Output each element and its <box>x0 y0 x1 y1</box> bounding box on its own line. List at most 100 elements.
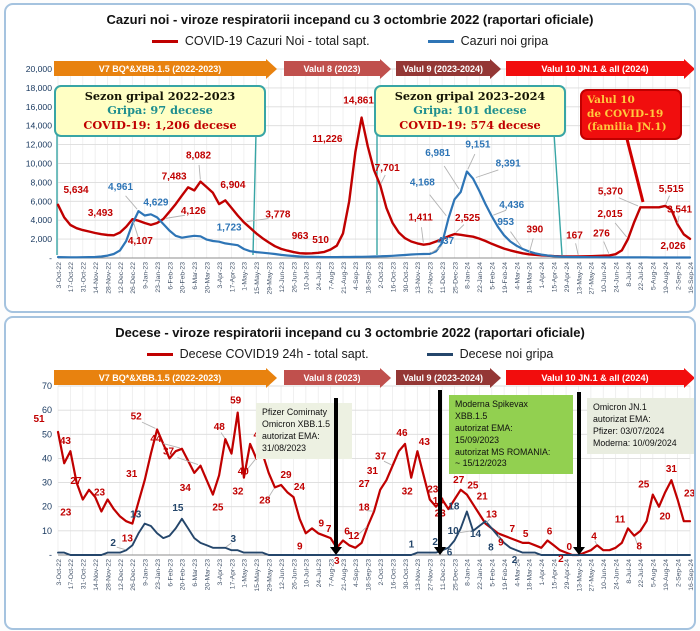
x-tick-label: 13-Nov-23 <box>415 262 422 294</box>
data-point-label: 510 <box>312 235 329 246</box>
x-tick-label: 28-Nov-22 <box>105 559 112 591</box>
data-point-label: 0 <box>566 542 572 553</box>
data-point-label: 9 <box>498 537 504 548</box>
data-point-label: 18 <box>358 503 370 514</box>
data-point-label: 15 <box>172 503 184 514</box>
data-point-label: 11,226 <box>312 134 342 145</box>
y-tick-label: 10,000 <box>26 159 53 169</box>
wave-arrow-valul10-deaths-label: Valul 10 JN.1 & all (2024) <box>541 372 649 383</box>
data-point-label: 40 <box>238 466 250 477</box>
data-point-label: 3 <box>334 556 340 567</box>
moderna-line3: autorizat EMA: <box>455 422 513 433</box>
x-tick-label: 5-Aug-24 <box>651 262 658 290</box>
x-tick-label: 7-Aug-23 <box>328 262 335 290</box>
data-point-label: 48 <box>214 422 226 433</box>
deaths-plot: 3-Oct-22 17-Oct-22 31-Oct-22 14-Nov-22 28-No… <box>33 381 694 592</box>
callout-2023-flu-deaths: Gripa: 101 decese <box>413 103 527 118</box>
callout-season-2022-2023: Sezon gripal 2022-2023 Gripa: 97 decese … <box>54 85 266 138</box>
callout-2022-covid-deaths: COVID-19: 1,206 decese <box>83 117 237 132</box>
wave-arrow-v7-deaths-label: V7 BQ*&XBB.1.5 (2022-2023) <box>98 372 222 383</box>
data-point-label: 4,126 <box>181 206 206 217</box>
legend-item-flu-deaths: Decese noi gripa <box>426 347 554 361</box>
jn1-line1: Omicron JN.1 <box>593 402 647 412</box>
x-tick-label: 27-Nov-23 <box>428 559 435 591</box>
x-tick-label: 15-May-23 <box>254 559 261 592</box>
data-point-label: 8 <box>488 543 494 554</box>
data-point-label: 25 <box>212 503 224 514</box>
data-point-label: 23 <box>94 487 106 498</box>
data-point-label: 2,026 <box>660 241 685 252</box>
data-point-label: 5 <box>523 529 529 540</box>
x-tick-label: 3-Apr-23 <box>217 262 224 289</box>
data-point-label: 10 <box>448 526 460 537</box>
x-tick-label: 19-Aug-24 <box>663 262 670 294</box>
data-point-label: 1,411 <box>408 213 433 224</box>
legend-item-flu: Cazuri noi gripa <box>427 34 549 48</box>
x-tick-label: 8-Jan-24 <box>465 559 472 586</box>
data-point-label: 11 <box>615 514 626 525</box>
x-tick-label: 12-Jun-23 <box>279 262 286 293</box>
pfizer-line4: 31/08/2023 <box>262 442 307 453</box>
flu-deaths-legend-label: Decese noi gripa <box>459 347 554 361</box>
x-tick-label: 7-Aug-23 <box>328 559 335 587</box>
deaths-title: Decese - viroze respiratorii incepand cu… <box>115 325 585 340</box>
callout-season-2023-2024: Sezon gripal 2023-2024 Gripa: 101 decese… <box>374 85 566 138</box>
legend-item-covid: COVID-19 Cazuri Noi - total sapt. <box>151 34 370 48</box>
x-tick-label: 22-Jul-24 <box>638 559 645 588</box>
x-tick-label: 6-Mar-23 <box>192 559 199 587</box>
x-tick-label: 1-Apr-24 <box>539 262 546 289</box>
x-tick-label: 19-Feb-24 <box>502 559 509 591</box>
x-tick-label: 4-Mar-24 <box>514 262 521 290</box>
data-point-label: 953 <box>497 217 514 228</box>
data-point-label: 1,723 <box>217 223 242 234</box>
data-point-label: 59 <box>230 396 242 407</box>
x-tick-label: 25-Dec-23 <box>452 262 459 294</box>
valul10-line3: (familia JN.1) <box>587 121 667 134</box>
x-tick-label: 8-Jan-24 <box>465 262 472 289</box>
y-tick-label: 4,000 <box>30 215 52 225</box>
moderna-line5: autorizat MS ROMANIA: <box>455 446 551 457</box>
jn1-line4: Moderna: 10/09/2024 <box>593 437 677 448</box>
x-tick-label: 21-Aug-23 <box>341 559 348 591</box>
annotation-moderna-xbb: Moderna Spikevax XBB.1.5 autorizat EMA: … <box>449 395 573 475</box>
x-tick-label: 13-May-24 <box>576 262 583 295</box>
y-tick-label: 20 <box>42 502 52 512</box>
y-tick-label: 10 <box>42 526 52 536</box>
data-point-label: 7,701 <box>375 163 400 174</box>
data-point-label: 18 <box>448 502 460 513</box>
x-tick-label: 13-May-24 <box>576 559 583 592</box>
y-tick-label: 60 <box>42 405 52 415</box>
data-point-label: 23 <box>60 507 72 518</box>
data-point-label: 4,107 <box>128 236 153 247</box>
data-point-label: 2,525 <box>455 213 480 224</box>
x-tick-label: 30-Oct-23 <box>403 262 410 292</box>
data-point-label: 21 <box>477 491 489 502</box>
y-tick-label: 6,000 <box>30 196 52 206</box>
wave-arrow-valul9-deaths-label: Valul 9 (2023-2024) <box>402 372 484 383</box>
x-tick-label: 12-Dec-22 <box>118 262 125 294</box>
data-point-label: 43 <box>419 437 431 448</box>
data-point-label: 8,082 <box>186 151 211 162</box>
x-tick-label: 13-Nov-23 <box>415 559 422 591</box>
legend-item-covid-deaths: Decese COVID19 24h - total sapt. <box>146 347 369 361</box>
x-tick-label: 18-Mar-24 <box>527 559 534 591</box>
callout-valul10: Valul 10 de COVID-19 (familia JN.1) <box>580 89 682 140</box>
data-point-label: 5,634 <box>63 185 88 196</box>
panel-deaths: 3-Oct-22 17-Oct-22 31-Oct-22 14-Nov-22 28-No… <box>4 316 696 630</box>
x-tick-label: 12-Jun-23 <box>279 559 286 590</box>
x-tick-label: 23-Jan-23 <box>155 262 162 293</box>
x-tick-label: 3-Oct-22 <box>56 262 63 289</box>
x-tick-label: 5-Feb-24 <box>490 559 497 587</box>
pfizer-line3: autorizat EMA: <box>262 430 320 441</box>
y-tick-label: - <box>49 253 52 263</box>
x-tick-label: 21-Aug-23 <box>341 262 348 294</box>
data-point-label: 43 <box>60 436 72 447</box>
data-point-label: 5,370 <box>598 186 623 197</box>
wave-arrow-valul10-deaths: Valul 10 JN.1 & all (2024) <box>506 370 684 385</box>
data-point-label: 4,436 <box>499 200 524 211</box>
data-point-label: 4,629 <box>143 197 168 208</box>
data-point-label: 4,961 <box>108 182 133 193</box>
y-tick-label: - <box>49 550 52 560</box>
flu-legend-label: Cazuri noi gripa <box>460 34 549 48</box>
x-tick-label: 29-May-23 <box>266 559 273 592</box>
